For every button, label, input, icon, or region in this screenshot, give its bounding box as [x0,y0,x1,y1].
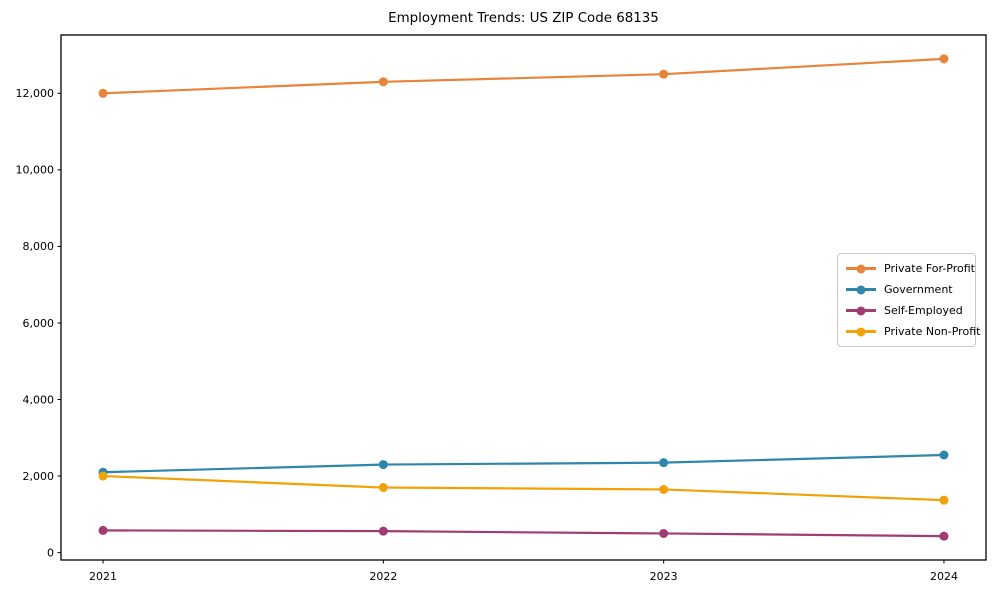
marker-private-non-profit [98,471,108,481]
y-tick-label: 6,000 [23,317,55,330]
marker-private-for-profit [98,88,108,98]
marker-private-non-profit [378,483,388,493]
marker-self-employed [98,525,108,535]
chart-title: Employment Trends: US ZIP Code 68135 [388,11,659,26]
y-tick-label: 0 [47,546,54,559]
line-series-self-employed [103,529,944,538]
y-tick-label: 8,000 [23,240,55,253]
marker-government [659,458,669,468]
marker-self-employed [378,526,388,536]
marker-self-employed [939,531,949,541]
x-tick-label: 2021 [89,570,117,583]
legend-marker-line [846,306,876,315]
legend-label: Private Non-Profit [884,325,981,338]
legend-label: Government [884,283,953,296]
legend: Private For-Profit Government Self-Emplo… [837,253,980,347]
x-tick-label: 2023 [650,570,678,583]
legend-marker-dot [856,264,866,273]
legend-marker-dot [856,285,866,294]
legend-marker-line [846,327,876,336]
x-tick-label: 2022 [369,570,397,583]
marker-private-for-profit [378,77,388,87]
marker-private-non-profit [939,495,949,505]
marker-private-for-profit [939,54,949,64]
y-tick-label: 12,000 [16,87,55,100]
marker-private-non-profit [659,484,669,494]
line-series-private-non-profit [103,474,944,502]
plot-border [60,34,987,561]
y-tick-label: 4,000 [23,393,55,406]
y-tick-label: 10,000 [16,164,55,177]
legend-marker-dot [856,306,866,315]
marker-government [939,450,949,460]
legend-item-private-for-profit: Private For-Profit [846,260,975,277]
x-tick-label: 2024 [930,570,958,583]
line-series-private-for-profit [103,57,945,95]
marker-private-for-profit [659,69,669,79]
legend-item-private-non-profit: Private Non-Profit [846,323,980,340]
legend-marker-line [846,264,876,273]
marker-self-employed [659,528,669,538]
line-series-government [103,453,944,474]
legend-label: Private For-Profit [884,262,975,275]
y-tick-label: 2,000 [23,470,55,483]
legend-marker-line [846,285,876,294]
marker-government [378,460,388,470]
legend-label: Self-Employed [884,304,963,317]
legend-item-government: Government [846,281,969,298]
legend-item-self-employed: Self-Employed [846,302,969,319]
legend-marker-dot [856,327,866,336]
